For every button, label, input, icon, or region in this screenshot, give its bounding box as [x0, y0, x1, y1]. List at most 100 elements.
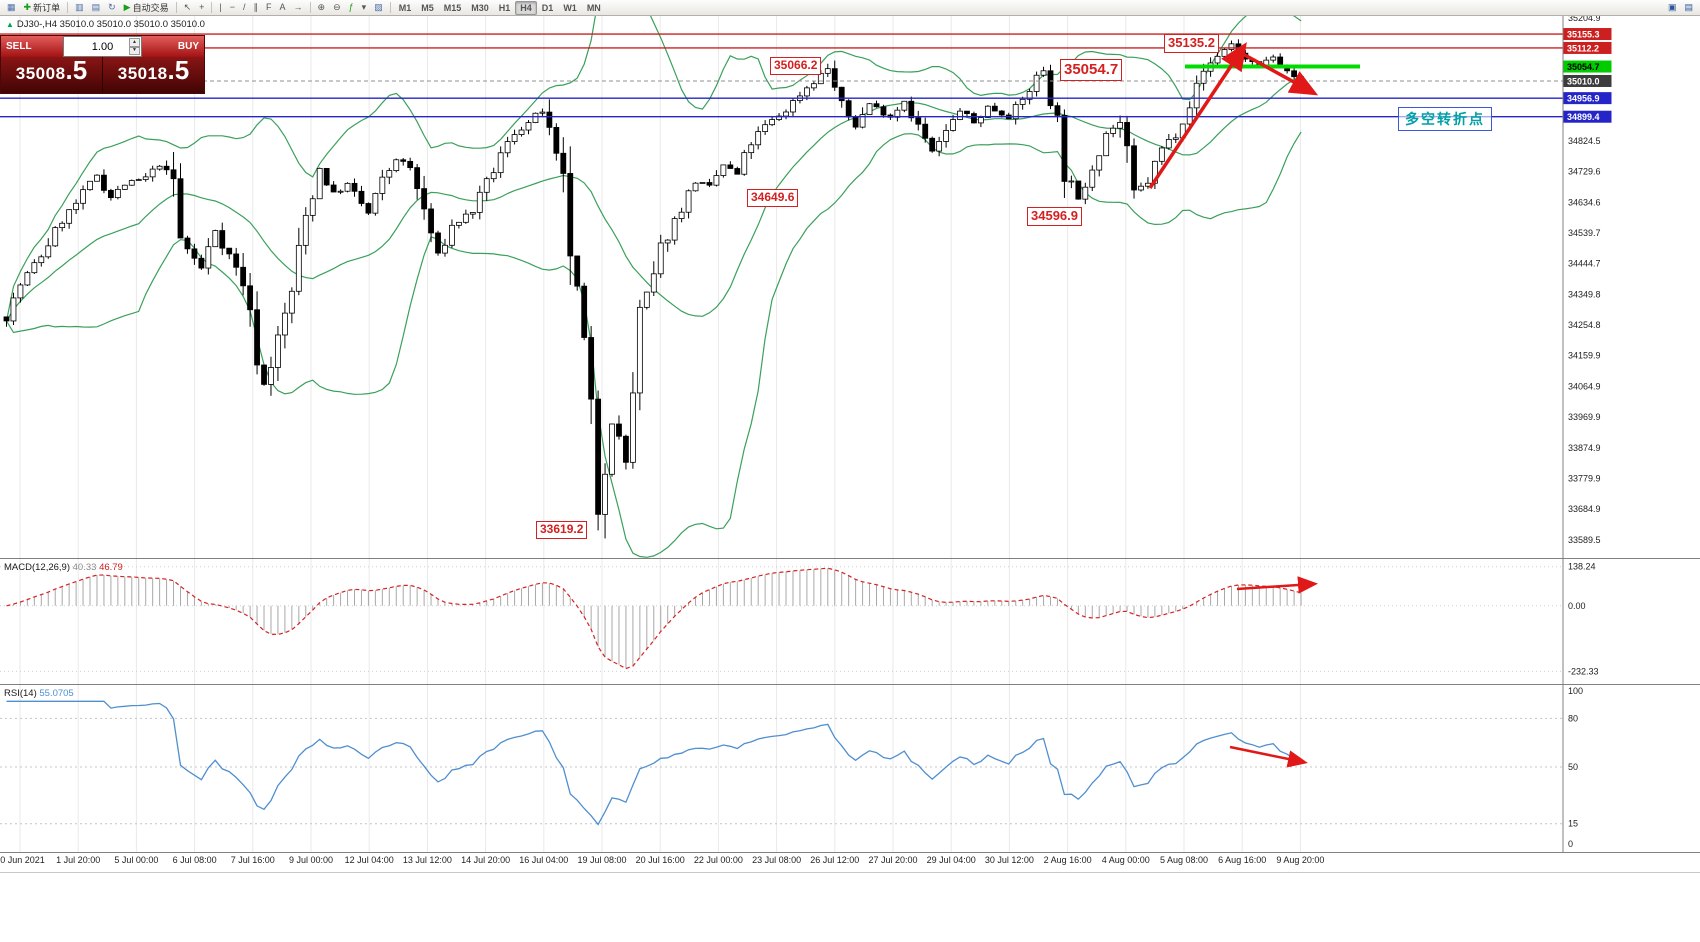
svg-text:5 Jul 00:00: 5 Jul 00:00	[114, 855, 158, 865]
one-click-trading-panel: SELL 1.00 ▲ ▼ BUY 35008.5 35018.5	[1, 36, 204, 93]
svg-text:5 Aug 08:00: 5 Aug 08:00	[1160, 855, 1208, 865]
toolbar-right-buttons: ▣ ▤	[1664, 1, 1697, 15]
svg-text:33874.9: 33874.9	[1568, 443, 1601, 453]
toolbar-auto-trading-label: 自动交易	[132, 3, 169, 13]
svg-text:2 Aug 16:00: 2 Aug 16:00	[1044, 855, 1092, 865]
timeframe-m5-button[interactable]: M5	[416, 1, 439, 15]
timeframe-mn-button[interactable]: MN	[582, 1, 606, 15]
toolbar-equidistant-channel-button[interactable]: ∥	[250, 1, 263, 15]
svg-text:33779.9: 33779.9	[1568, 473, 1601, 483]
toolbar-window-cascade-button[interactable]: ▥	[71, 1, 88, 15]
svg-text:1 Jul 20:00: 1 Jul 20:00	[56, 855, 100, 865]
toolbar-crosshair-button[interactable]: +	[195, 1, 208, 15]
toolbar: ▦ ✚ 新订单 ▥ ▤ ↻ ▶ 自动交易 ↖ + | − / ∥ F A → ⊕ ⊖ ƒ ▾ ▨ M1 M5 M15 M30 H1 H…	[0, 0, 1700, 16]
buy-price[interactable]: 35018.5	[102, 57, 204, 93]
fibonacci-icon: F	[266, 2, 272, 12]
svg-text:7 Jul 16:00: 7 Jul 16:00	[231, 855, 275, 865]
toolbar-docking-button[interactable]: ▣	[1664, 1, 1681, 15]
svg-text:35010.0: 35010.0	[1567, 76, 1600, 86]
svg-text:35155.3: 35155.3	[1567, 30, 1600, 40]
svg-text:23 Jul 08:00: 23 Jul 08:00	[752, 855, 801, 865]
indicators-icon: ƒ	[348, 2, 354, 12]
equidistant-channel-icon: ∥	[253, 2, 259, 12]
sell-price[interactable]: 35008.5	[15, 55, 88, 85]
svg-text:22 Jul 00:00: 22 Jul 00:00	[694, 855, 743, 865]
svg-text:20 Jul 16:00: 20 Jul 16:00	[636, 855, 685, 865]
horizontal-line-icon: −	[229, 2, 236, 12]
svg-text:34899.4: 34899.4	[1567, 112, 1600, 122]
svg-text:12 Jul 04:00: 12 Jul 04:00	[345, 855, 394, 865]
price-callout: 35066.2	[770, 57, 822, 75]
svg-text:9 Aug 20:00: 9 Aug 20:00	[1276, 855, 1324, 865]
timeframe-m30-button[interactable]: M30	[466, 1, 494, 15]
toolbar-cursor-button[interactable]: ↖	[180, 1, 196, 15]
toolbar-refresh-button[interactable]: ↻	[104, 1, 120, 15]
svg-text:15: 15	[1568, 819, 1578, 829]
symbol-info: ▲ DJ30-,H4 35010.0 35010.0 35010.0 35010.…	[6, 19, 205, 30]
new-chart-icon: ▦	[7, 2, 16, 12]
sell-button[interactable]: SELL	[1, 36, 63, 57]
price-callout: 34596.9	[1027, 207, 1082, 226]
svg-text:14 Jul 20:00: 14 Jul 20:00	[461, 855, 510, 865]
toolbar-new-order-label: 新订单	[33, 3, 61, 13]
svg-text:0.00: 0.00	[1568, 601, 1586, 611]
svg-text:33969.9: 33969.9	[1568, 412, 1601, 422]
toolbar-templates-button[interactable]: ▨	[370, 1, 387, 15]
toolbar-trendline-button[interactable]: /	[239, 1, 250, 15]
svg-text:35112.2: 35112.2	[1567, 43, 1599, 53]
timeframe-h4-button[interactable]: H4	[515, 0, 537, 15]
svg-text:50: 50	[1568, 762, 1578, 772]
toolbar-auto-trading-button[interactable]: ▶ 自动交易	[120, 1, 173, 15]
trendline-icon: /	[243, 2, 246, 12]
toolbar-fibonacci-button[interactable]: F	[262, 1, 276, 15]
new-order-icon: ✚	[23, 2, 32, 12]
toolbar-zoom-in-button[interactable]: ⊕	[314, 1, 330, 15]
svg-text:34634.6: 34634.6	[1568, 197, 1601, 207]
lot-spinner: ▲ ▼	[129, 38, 140, 55]
svg-text:13 Jul 12:00: 13 Jul 12:00	[403, 855, 452, 865]
svg-text:30 Jun 2021: 30 Jun 2021	[0, 855, 45, 865]
lot-size-field[interactable]: 1.00 ▲ ▼	[63, 36, 142, 57]
svg-text:30 Jul 12:00: 30 Jul 12:00	[985, 855, 1034, 865]
price-callout: 35135.2	[1164, 34, 1219, 53]
window-cascade-icon: ▥	[75, 2, 84, 12]
svg-text:34824.5: 34824.5	[1568, 136, 1601, 146]
svg-text:4 Aug 00:00: 4 Aug 00:00	[1102, 855, 1150, 865]
timeframe-m15-button[interactable]: M15	[439, 1, 467, 15]
toolbar-zoom-out-button[interactable]: ⊖	[329, 1, 345, 15]
toolbar-new-chart-button[interactable]: ▦	[3, 1, 20, 15]
price-callout: 34649.6	[747, 189, 799, 207]
toolbar-horizontal-line-button[interactable]: −	[226, 1, 239, 15]
toolbar-vertical-line-button[interactable]: |	[215, 1, 225, 15]
svg-text:34064.9: 34064.9	[1568, 381, 1601, 391]
buy-button[interactable]: BUY	[142, 36, 204, 57]
toolbar-market-watch-button[interactable]: ▤	[88, 1, 105, 15]
macd-label: MACD(12,26,9) 40.33 46.79	[4, 562, 123, 573]
toolbar-new-order-button[interactable]: ✚ 新订单	[20, 1, 65, 15]
timeframe-d1-button[interactable]: D1	[537, 1, 559, 15]
svg-text:35054.7: 35054.7	[1567, 62, 1600, 72]
toolbar-layout-button[interactable]: ▤	[1680, 1, 1697, 15]
crosshair-icon: +	[199, 2, 205, 12]
toolbar-indicators-button[interactable]: ƒ	[345, 1, 358, 15]
refresh-icon: ↻	[108, 2, 116, 12]
toolbar-periods-button[interactable]: ▾	[358, 1, 371, 15]
price-callout: 35054.7	[1060, 59, 1123, 81]
auto-trading-icon: ▶	[123, 2, 131, 12]
lot-increase-button[interactable]: ▲	[129, 38, 140, 47]
toolbar-arrows-button[interactable]: →	[290, 1, 307, 15]
toolbar-separator	[389, 2, 391, 13]
svg-text:6 Jul 08:00: 6 Jul 08:00	[173, 855, 217, 865]
cursor-icon: ↖	[183, 2, 192, 12]
svg-text:9 Jul 00:00: 9 Jul 00:00	[289, 855, 333, 865]
svg-text:0: 0	[1568, 839, 1573, 849]
timeframe-h1-button[interactable]: H1	[494, 1, 516, 15]
svg-text:27 Jul 20:00: 27 Jul 20:00	[868, 855, 917, 865]
svg-text:19 Jul 08:00: 19 Jul 08:00	[577, 855, 626, 865]
lot-decrease-button[interactable]: ▼	[129, 46, 140, 55]
timeframe-w1-button[interactable]: W1	[558, 1, 582, 15]
svg-text:34956.9: 34956.9	[1567, 94, 1600, 104]
toolbar-text-button[interactable]: A	[276, 1, 290, 15]
timeframe-m1-button[interactable]: M1	[394, 1, 417, 15]
